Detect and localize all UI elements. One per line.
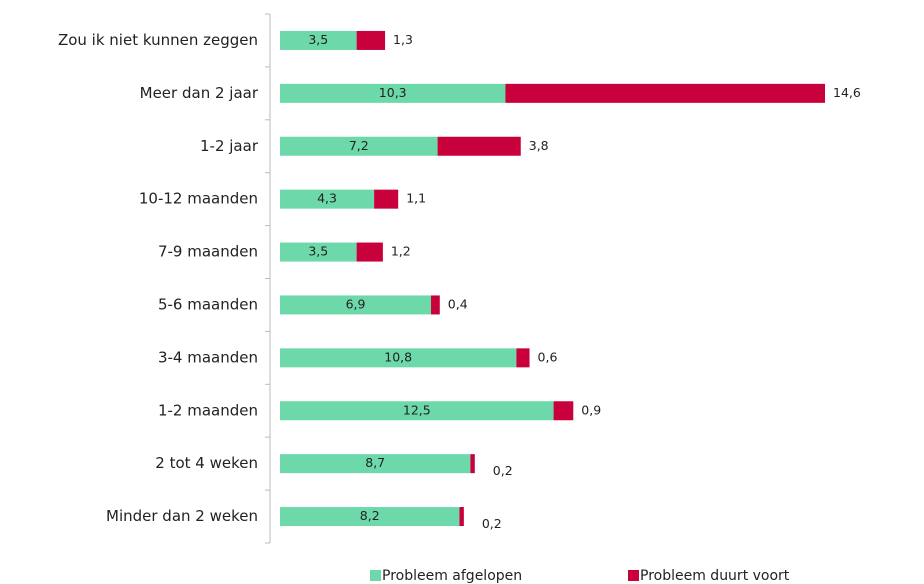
bar-segment bbox=[280, 189, 375, 209]
category-label: 3-4 maanden bbox=[158, 348, 258, 366]
data-label: 0,6 bbox=[538, 349, 558, 364]
data-label: 3,5 bbox=[308, 32, 328, 47]
data-label: 1,2 bbox=[391, 244, 411, 259]
data-label: 10,8 bbox=[384, 349, 412, 364]
data-label: 8,2 bbox=[360, 508, 380, 523]
data-label: 3,8 bbox=[529, 138, 549, 153]
bar-segment bbox=[459, 507, 464, 527]
bar-segment bbox=[505, 83, 825, 103]
data-label: 3,5 bbox=[308, 244, 328, 259]
bar-segment bbox=[374, 189, 399, 209]
bar-segment bbox=[280, 507, 460, 527]
bar-segment bbox=[280, 242, 357, 262]
data-label: 6,9 bbox=[346, 296, 366, 311]
bar-segment bbox=[280, 401, 554, 421]
category-label: 2 tot 4 weken bbox=[155, 454, 258, 472]
data-label: 7,2 bbox=[349, 138, 369, 153]
bar-segment bbox=[356, 30, 386, 50]
bar-segment bbox=[280, 454, 471, 474]
category-label: 7-9 maanden bbox=[158, 243, 258, 261]
category-label: Minder dan 2 weken bbox=[106, 507, 258, 525]
bar-segment bbox=[280, 348, 517, 368]
category-label: Zou ik niet kunnen zeggen bbox=[58, 31, 258, 49]
bar-segment bbox=[553, 401, 574, 421]
category-label: 5-6 maanden bbox=[158, 295, 258, 313]
bar-segment bbox=[516, 348, 530, 368]
category-label: 10-12 maanden bbox=[139, 190, 258, 208]
category-label: 1-2 jaar bbox=[200, 137, 259, 155]
data-label: 0,2 bbox=[482, 516, 502, 531]
bar-segment bbox=[470, 454, 475, 474]
bar-segment bbox=[280, 136, 438, 156]
data-label: 4,3 bbox=[317, 191, 337, 206]
bar-segment bbox=[431, 295, 440, 315]
data-label: 12,5 bbox=[403, 402, 431, 417]
data-label: 0,2 bbox=[493, 463, 513, 478]
legend-label: Probleem duurt voort bbox=[640, 568, 790, 584]
data-label: 1,1 bbox=[406, 191, 426, 206]
bar-segment bbox=[437, 136, 521, 156]
legend-swatch bbox=[628, 570, 639, 581]
bar-segment bbox=[280, 83, 506, 103]
legend-swatch bbox=[370, 570, 381, 581]
data-label: 14,6 bbox=[833, 85, 861, 100]
category-label: Meer dan 2 jaar bbox=[140, 84, 259, 102]
legend-label: Probleem afgelopen bbox=[382, 568, 522, 584]
data-label: 1,3 bbox=[393, 32, 413, 47]
bar-segment bbox=[280, 295, 432, 315]
data-label: 0,4 bbox=[448, 296, 468, 311]
bar-segment bbox=[280, 30, 357, 50]
data-label: 8,7 bbox=[365, 455, 385, 470]
data-label: 0,9 bbox=[581, 402, 601, 417]
category-label: 1-2 maanden bbox=[158, 401, 258, 419]
data-label: 10,3 bbox=[379, 85, 407, 100]
bar-segment bbox=[356, 242, 383, 262]
